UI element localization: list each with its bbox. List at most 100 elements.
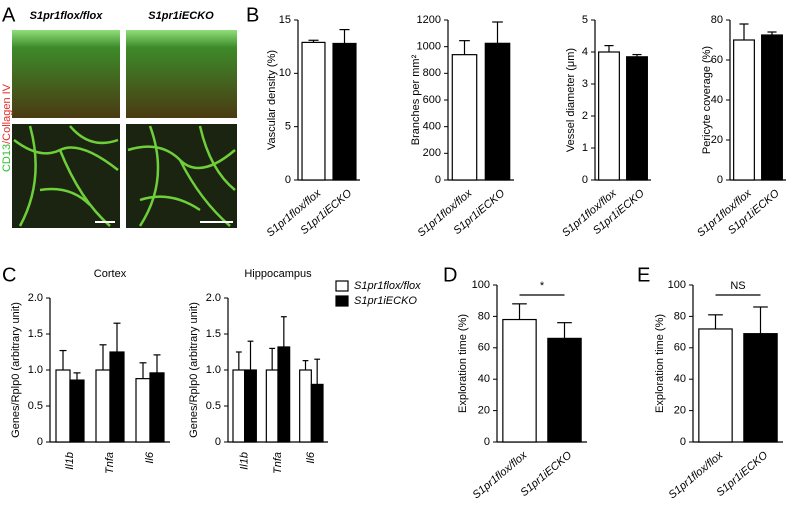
- y-tick-label: 1000: [417, 41, 441, 53]
- vessels: [13, 125, 236, 227]
- bar: [265, 369, 279, 443]
- y-axis-label: Exploration time (%): [654, 314, 666, 413]
- y-tick-label: 400: [423, 121, 441, 133]
- x-tick-label: Il6: [144, 451, 156, 464]
- annotation: NS: [730, 280, 745, 292]
- x-tick-label: Il1b: [64, 452, 76, 470]
- y-axis-label: Pericyte coverage (%): [701, 46, 713, 154]
- y-axis-label: Genes/Rplp0 (arbitrary unit): [10, 302, 22, 438]
- y-tick-label: 80: [674, 310, 686, 322]
- y-tick-label: 2: [582, 110, 588, 122]
- y-tick-label: 80: [711, 14, 723, 26]
- y-tick-label: 1.5: [28, 328, 43, 340]
- bar: [232, 369, 246, 443]
- bar: [55, 369, 71, 443]
- y-tick-label: 0: [680, 436, 686, 448]
- bar: [332, 42, 357, 181]
- bar: [149, 372, 165, 443]
- y-tick-label: 1.0: [206, 364, 221, 376]
- y-tick-label: 1200: [417, 14, 441, 26]
- y-axis-label: Branches per mm²: [410, 54, 422, 145]
- bar: [95, 369, 111, 443]
- y-tick-label: 0.5: [206, 400, 221, 412]
- y-tick-label: 0: [582, 174, 588, 186]
- y-axis-label: Vascular density (%): [266, 50, 278, 150]
- bar: [761, 34, 783, 181]
- y-tick-label: 40: [711, 94, 723, 106]
- x-tick-label: Il6: [305, 451, 317, 464]
- y-tick-label: 0: [285, 174, 291, 186]
- x-tick-label: Tnfa: [272, 452, 284, 474]
- panel-label: B: [246, 4, 259, 26]
- y-tick-label: 60: [711, 54, 723, 66]
- y-tick-label: 80: [478, 310, 490, 322]
- bar: [484, 42, 511, 181]
- y-tick-label: 100: [668, 279, 686, 291]
- bar: [451, 54, 478, 181]
- bar: [743, 333, 778, 443]
- y-tick-label: 60: [478, 342, 490, 354]
- y-tick-label: 0.5: [28, 400, 43, 412]
- bar: [502, 318, 537, 443]
- bar: [69, 379, 85, 443]
- bar: [733, 39, 755, 181]
- y-tick-label: 100: [472, 279, 490, 291]
- stain-label-part: CD13: [1, 144, 13, 172]
- stain-label-part: /Collagen IV: [1, 83, 13, 144]
- y-tick-label: 800: [423, 67, 441, 79]
- legend-label: S1pr1flox/flox: [354, 280, 421, 292]
- y-tick-label: 200: [423, 147, 441, 159]
- micrograph: [12, 124, 120, 228]
- y-tick-label: 5: [285, 121, 291, 133]
- y-tick-label: 3: [582, 78, 588, 90]
- y-tick-label: 40: [674, 373, 686, 385]
- legend-label: S1pr1iECKO: [354, 295, 417, 307]
- y-tick-label: 15: [279, 14, 291, 26]
- y-tick-label: 20: [674, 405, 686, 417]
- bar: [109, 351, 125, 443]
- bar: [310, 383, 324, 443]
- panel-label: A: [2, 4, 16, 26]
- y-tick-label: 60: [674, 342, 686, 354]
- bar: [598, 51, 620, 181]
- y-axis-label: Exploration time (%): [457, 314, 469, 413]
- bar: [135, 378, 151, 443]
- y-tick-label: 0: [215, 436, 221, 448]
- y-tick-label: 2.0: [206, 292, 221, 304]
- micrograph: [126, 30, 237, 118]
- y-tick-label: 40: [478, 373, 490, 385]
- y-tick-label: 5: [582, 14, 588, 26]
- y-axis-label: Vessel diameter (μm): [565, 48, 577, 152]
- y-tick-label: 0: [435, 174, 441, 186]
- x-tick-label: Il1b: [239, 452, 251, 470]
- y-tick-label: 1.0: [28, 364, 43, 376]
- y-tick-label: 600: [423, 94, 441, 106]
- bar: [277, 346, 291, 443]
- legend-swatch: [335, 295, 349, 307]
- y-tick-label: 4: [582, 46, 588, 58]
- y-axis-label: Genes/Rplp0 (arbitrary unit): [188, 302, 200, 438]
- bar: [626, 56, 648, 181]
- y-tick-label: 2.0: [28, 292, 43, 304]
- bar: [547, 337, 582, 443]
- stain-label: CD13/Collagen IV: [1, 83, 13, 172]
- chart-title: Hippocampus: [244, 268, 312, 280]
- panel-label: C: [2, 264, 16, 286]
- y-tick-label: 20: [711, 134, 723, 146]
- annotation: *: [540, 280, 545, 292]
- x-tick-label: S1pr1flox/flox: [416, 187, 475, 239]
- micrograph: [12, 30, 120, 118]
- y-tick-label: 0: [484, 436, 490, 448]
- column-label: S1pr1iECKO: [148, 10, 214, 22]
- bar: [698, 328, 733, 443]
- y-tick-label: 0: [717, 174, 723, 186]
- panel-label: E: [637, 264, 650, 286]
- column-label: S1pr1flox/flox: [30, 10, 104, 22]
- panel-label: D: [443, 264, 457, 286]
- legend-swatch: [335, 280, 349, 292]
- y-tick-label: 1.5: [206, 328, 221, 340]
- y-tick-label: 20: [478, 405, 490, 417]
- y-tick-label: 0: [37, 436, 43, 448]
- bar: [299, 369, 312, 443]
